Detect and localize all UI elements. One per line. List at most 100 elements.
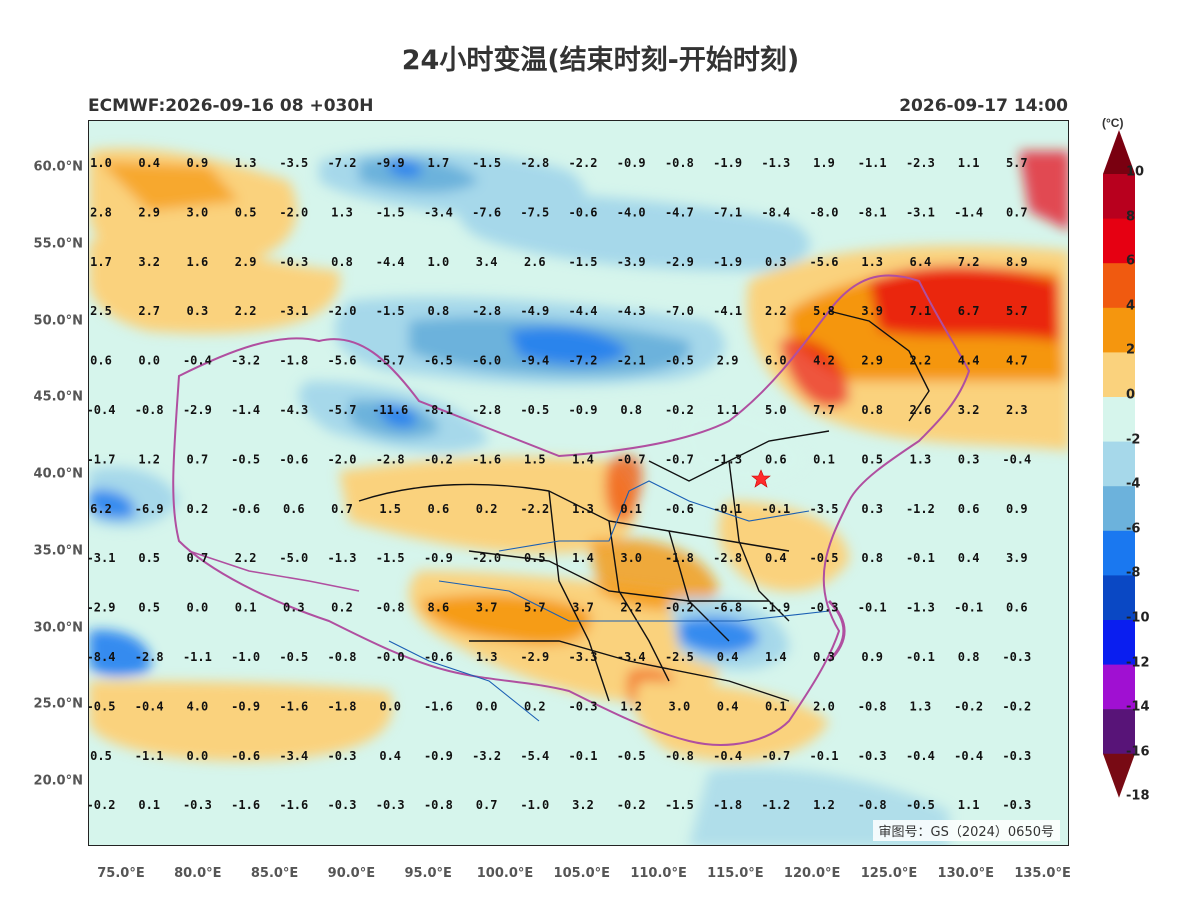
grid-value: -1.5 [376, 551, 405, 565]
colorbar-segment [1103, 664, 1135, 710]
grid-value: 5.7 [1006, 156, 1028, 170]
colorbar-min-arrow [1103, 753, 1135, 798]
grid-value: -1.6 [279, 699, 308, 713]
grid-value: -0.6 [424, 650, 453, 664]
grid-value: 0.6 [765, 452, 787, 466]
grid-value: 0.2 [476, 502, 498, 516]
grid-value: -8.1 [424, 403, 453, 417]
grid-value: -7.6 [472, 205, 501, 219]
model-run-info: ECMWF:2026-09-16 08 +030H [88, 96, 374, 116]
grid-value: 2.0 [813, 699, 835, 713]
grid-value: -1.8 [328, 699, 357, 713]
grid-value: -7.1 [713, 205, 742, 219]
grid-value: -0.9 [424, 551, 453, 565]
grid-value: -1.2 [761, 798, 790, 812]
grid-value: -0.3 [376, 798, 405, 812]
grid-value: -3.9 [617, 255, 646, 269]
grid-value: -0.2 [1002, 699, 1031, 713]
grid-value: 3.4 [476, 255, 498, 269]
grid-value: 0.7 [331, 502, 353, 516]
grid-value: -0.5 [231, 452, 260, 466]
grid-value: -1.8 [665, 551, 694, 565]
colorbar-segment [1103, 218, 1135, 264]
grid-value: 5.0 [765, 403, 787, 417]
grid-value: 0.1 [235, 601, 257, 615]
grid-value: 0.5 [235, 205, 257, 219]
grid-value: -2.0 [328, 452, 357, 466]
grid-value: 1.1 [958, 798, 980, 812]
grid-value: -3.1 [279, 304, 308, 318]
grid-value: -1.0 [520, 798, 549, 812]
grid-value: -6.8 [713, 601, 742, 615]
colorbar-segment [1103, 486, 1135, 532]
grid-value: -1.4 [231, 403, 260, 417]
grid-value: -8.0 [810, 205, 839, 219]
colorbar-tick-label: -16 [1126, 744, 1150, 760]
grid-value: -6.0 [472, 354, 501, 368]
grid-value: -1.4 [954, 205, 983, 219]
latitude-label: 30.0°N [33, 620, 83, 635]
grid-value: -1.9 [761, 601, 790, 615]
grid-value: 3.2 [958, 403, 980, 417]
colorbar-segment [1103, 575, 1135, 621]
grid-value: -0.3 [328, 798, 357, 812]
grid-value: -7.2 [569, 354, 598, 368]
grid-value: -5.7 [328, 403, 357, 417]
grid-value: 3.0 [669, 699, 691, 713]
grid-value: -0.1 [569, 749, 598, 763]
grid-value: -0.5 [279, 650, 308, 664]
grid-value: 0.4 [765, 551, 787, 565]
colorbar-tick-label: -14 [1126, 699, 1150, 715]
grid-value: -2.8 [472, 304, 501, 318]
grid-value: -2.0 [279, 205, 308, 219]
grid-value: 2.9 [138, 205, 160, 219]
grid-value: 1.3 [331, 205, 353, 219]
grid-value: -0.5 [665, 354, 694, 368]
latitude-label: 45.0°N [33, 389, 83, 405]
grid-value: 1.7 [428, 156, 450, 170]
grid-value: 2.6 [524, 255, 546, 269]
grid-value: 0.3 [813, 650, 835, 664]
longitude-label: 95.0°E [404, 866, 452, 881]
longitude-label: 90.0°E [327, 866, 376, 881]
grid-value: 0.3 [765, 255, 787, 269]
grid-value: 6.7 [958, 304, 980, 318]
grid-value: 4.0 [187, 699, 209, 713]
grid-value: 2.2 [620, 601, 642, 615]
grid-value: -6.9 [135, 502, 164, 516]
grid-value: -7.5 [520, 205, 549, 219]
grid-value: 0.8 [861, 403, 883, 417]
grid-value: -0.6 [231, 502, 260, 516]
grid-value: -1.0 [231, 650, 260, 664]
grid-value: 0.2 [524, 699, 546, 713]
grid-value: -7.0 [665, 304, 694, 318]
grid-value: 3.9 [1006, 551, 1028, 565]
grid-value: -2.2 [569, 156, 598, 170]
grid-value: -2.8 [135, 650, 164, 664]
grid-value: -1.1 [135, 749, 164, 763]
grid-value: -0.2 [665, 601, 694, 615]
grid-value: -0.8 [665, 749, 694, 763]
grid-value: -3.4 [279, 749, 308, 763]
grid-value: 8.6 [428, 601, 450, 615]
grid-value: 2.3 [1006, 403, 1028, 417]
grid-value: 0.8 [331, 255, 353, 269]
grid-value: 0.8 [861, 551, 883, 565]
grid-value: 1.1 [958, 156, 980, 170]
grid-value: -0.5 [810, 551, 839, 565]
grid-value: 3.7 [572, 601, 594, 615]
grid-value: -0.5 [520, 403, 549, 417]
colorbar-max-arrow [1103, 130, 1135, 174]
grid-value: 0.5 [138, 551, 160, 565]
colorbar-tick-label: -10 [1126, 610, 1150, 626]
grid-value: 1.3 [861, 255, 883, 269]
grid-value: -0.5 [906, 798, 935, 812]
grid-value: 0.8 [620, 403, 642, 417]
grid-value: -0.4 [906, 749, 935, 763]
temperature-change-map[interactable]: 1.0 0.4 0.9 1.3 -3.5 -7.2 -9.9 1.7 -1.5 -2.8 -2.2 -… [88, 120, 1069, 846]
grid-value: 0.5 [861, 452, 883, 466]
grid-value: 0.5 [524, 551, 546, 565]
grid-value: 0.5 [138, 601, 160, 615]
grid-value: 0.9 [861, 650, 883, 664]
grid-value: -0.1 [954, 601, 983, 615]
